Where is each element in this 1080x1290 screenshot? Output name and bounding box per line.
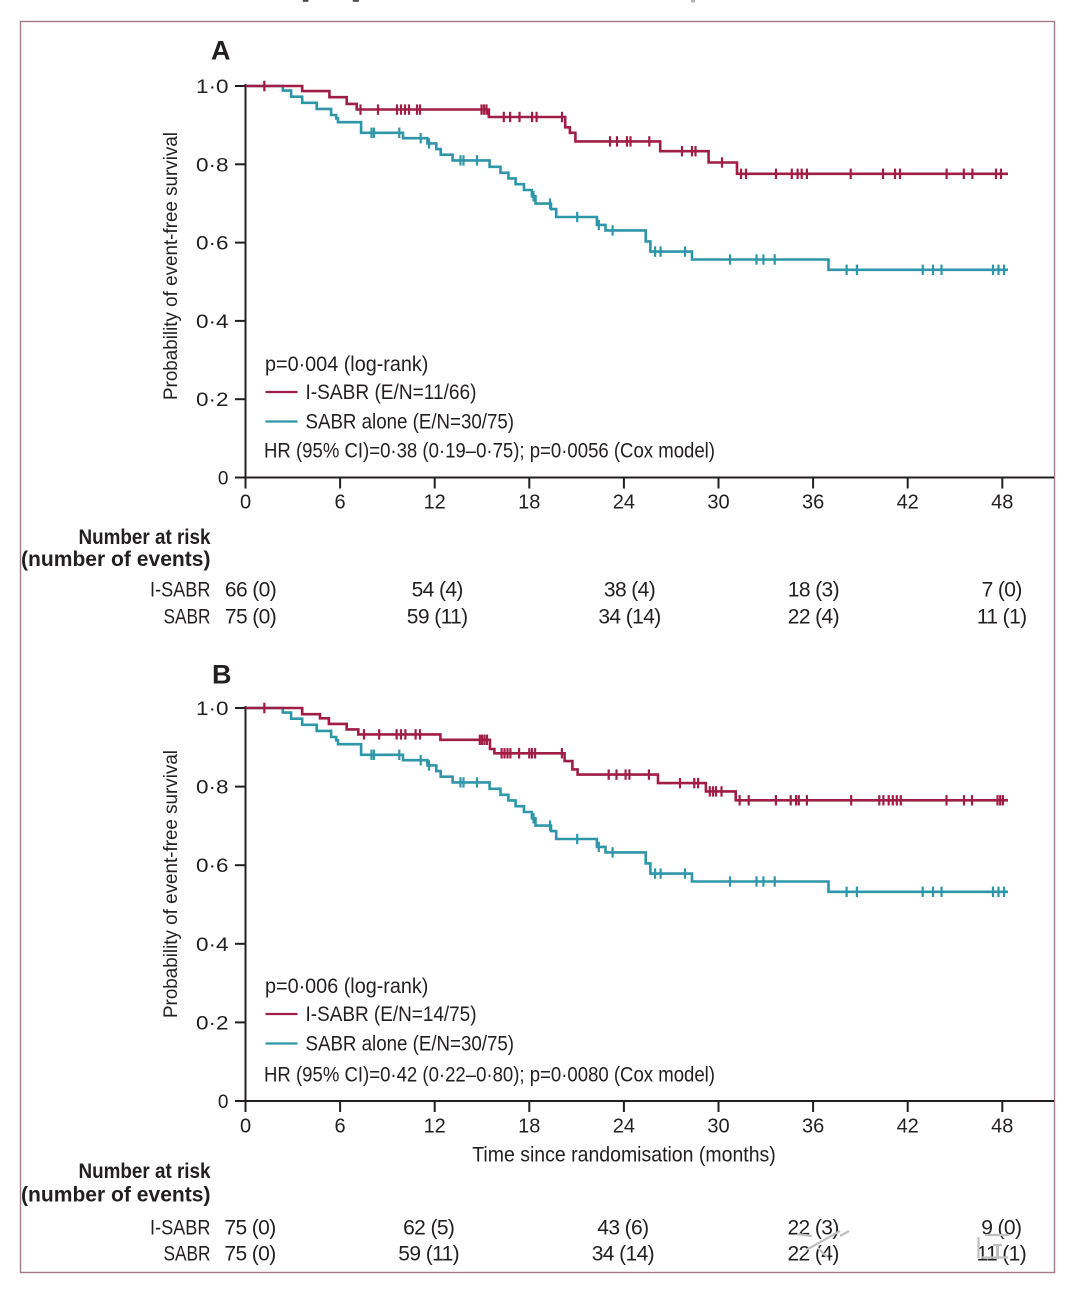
svg-text:1·0: 1·0 [196, 699, 229, 720]
svg-text:34 (14): 34 (14) [592, 1242, 654, 1265]
svg-text:48: 48 [991, 492, 1013, 514]
svg-text:30: 30 [707, 1115, 729, 1137]
svg-text:18: 18 [518, 492, 540, 514]
svg-text:0: 0 [240, 492, 251, 514]
svg-text:59 (11): 59 (11) [407, 605, 468, 628]
svg-text:42: 42 [897, 1115, 919, 1137]
svg-text:34 (14): 34 (14) [598, 605, 660, 628]
svg-text:p=0·006 (log-rank): p=0·006 (log-rank) [265, 975, 428, 998]
svg-text:Time since randomisation (mont: Time since randomisation (months) [472, 1144, 776, 1167]
svg-text:(number of events): (number of events) [21, 1184, 211, 1207]
svg-text:1·0: 1·0 [196, 77, 229, 98]
svg-text:36: 36 [802, 1115, 824, 1137]
svg-text:24: 24 [613, 1115, 635, 1137]
svg-text:0·8: 0·8 [196, 155, 229, 176]
svg-text:0·4: 0·4 [196, 312, 229, 333]
svg-text:66 (0): 66 (0) [225, 579, 276, 602]
svg-text:12: 12 [424, 492, 446, 514]
svg-text:18: 18 [518, 1115, 540, 1137]
svg-text:48: 48 [991, 1115, 1013, 1137]
svg-text:0: 0 [240, 1115, 251, 1137]
svg-text:p=0·004 (log-rank): p=0·004 (log-rank) [265, 353, 428, 376]
svg-text:12: 12 [424, 1115, 446, 1137]
svg-text:Number at risk: Number at risk [79, 1160, 211, 1183]
svg-text:59 (11): 59 (11) [398, 1242, 459, 1265]
svg-text:6: 6 [335, 1115, 346, 1137]
svg-text:36: 36 [802, 492, 824, 514]
svg-text:11 (1): 11 (1) [977, 605, 1027, 628]
svg-text:62 (5): 62 (5) [403, 1217, 454, 1240]
svg-text:SABR: SABR [164, 605, 211, 628]
svg-text:(number of events): (number of events) [21, 548, 211, 571]
svg-text:54 (4): 54 (4) [412, 579, 463, 602]
svg-text:I-SABR (E/N=11/66): I-SABR (E/N=11/66) [306, 381, 477, 404]
svg-text:HR (95% CI)=0·42 (0·22–0·80);: HR (95% CI)=0·42 (0·22–0·80); p=0·0080 (… [264, 1064, 715, 1087]
svg-text:0·2: 0·2 [196, 390, 229, 411]
svg-text:B: B [212, 660, 232, 690]
svg-text:Number at risk: Number at risk [79, 526, 211, 549]
svg-text:0·2: 0·2 [196, 1013, 229, 1034]
svg-text:75 (0): 75 (0) [224, 1242, 275, 1265]
svg-text:75 (0): 75 (0) [225, 605, 276, 628]
svg-text:0·6: 0·6 [196, 856, 229, 877]
svg-text:6: 6 [335, 492, 346, 514]
svg-text:7 (0): 7 (0) [982, 579, 1022, 602]
svg-text:0: 0 [218, 1092, 229, 1113]
svg-text:Probability of event-free surv: Probability of event-free survival [160, 750, 182, 1018]
svg-text:22 (4): 22 (4) [787, 1242, 838, 1265]
svg-text:38 (4): 38 (4) [604, 579, 655, 602]
svg-text:30: 30 [707, 492, 729, 514]
svg-text:Probability of event-free surv: Probability of event-free survival [160, 132, 182, 400]
svg-text:0·8: 0·8 [196, 778, 229, 799]
svg-text:22 (4): 22 (4) [788, 605, 839, 628]
svg-text:0·4: 0·4 [196, 935, 229, 956]
svg-text:0: 0 [218, 469, 229, 490]
svg-text:A: A [211, 36, 231, 66]
svg-text:42: 42 [897, 492, 919, 514]
svg-text:11 (1): 11 (1) [976, 1242, 1026, 1265]
svg-text:75 (0): 75 (0) [224, 1217, 275, 1240]
svg-text:SABR: SABR [164, 1242, 211, 1265]
svg-text:43 (6): 43 (6) [597, 1217, 648, 1240]
svg-text:I-SABR: I-SABR [150, 1217, 211, 1240]
svg-text:I-SABR: I-SABR [150, 579, 211, 602]
svg-text:0·6: 0·6 [196, 234, 229, 255]
svg-text:18 (3): 18 (3) [788, 579, 839, 602]
svg-text:24: 24 [613, 492, 635, 514]
svg-text:HR (95% CI)=0·38 (0·19–0·75);: HR (95% CI)=0·38 (0·19–0·75); p=0·0056 (… [264, 440, 715, 463]
svg-text:SABR alone (E/N=30/75): SABR alone (E/N=30/75) [306, 1033, 515, 1056]
svg-text:9 (0): 9 (0) [981, 1217, 1021, 1240]
svg-text:I-SABR (E/N=14/75): I-SABR (E/N=14/75) [306, 1003, 477, 1026]
svg-text:SABR alone (E/N=30/75): SABR alone (E/N=30/75) [306, 411, 515, 434]
